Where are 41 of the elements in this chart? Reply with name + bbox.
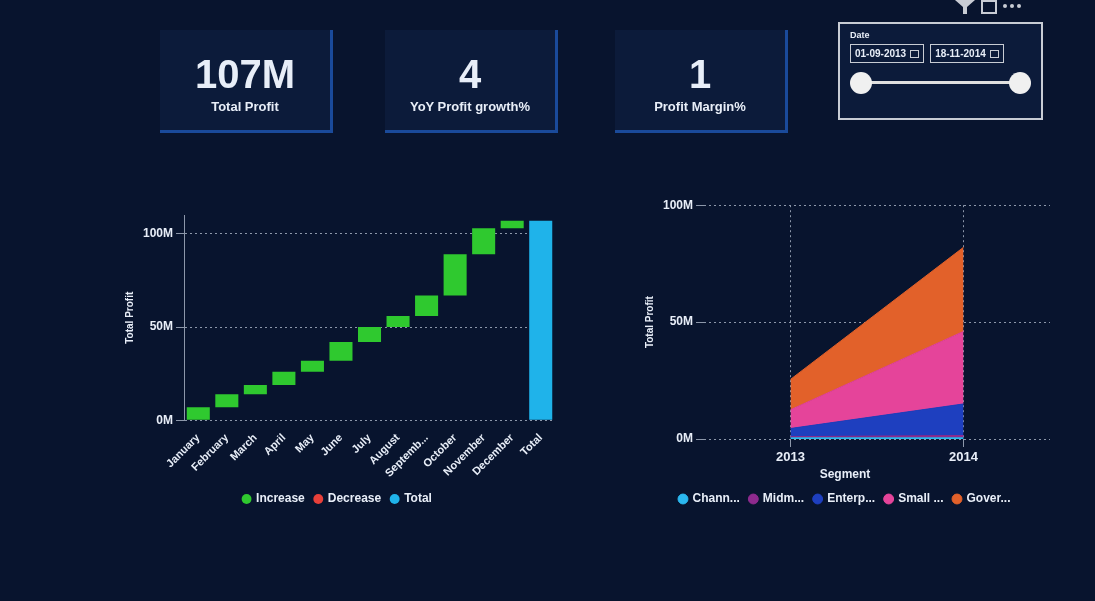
bar [386, 315, 410, 328]
text: Total Profit [210, 99, 280, 114]
legend-label: Total [404, 491, 432, 506]
bar [415, 295, 439, 316]
bar [186, 407, 210, 420]
legend-label: Midm... [762, 491, 805, 506]
text: 1 [687, 52, 713, 97]
bar [243, 384, 267, 395]
text: Date [850, 30, 871, 40]
bar [529, 220, 553, 420]
bar [357, 327, 382, 343]
bar [300, 360, 324, 372]
bar [215, 394, 239, 408]
legend-label: Gover... [966, 491, 1011, 506]
bar [443, 254, 467, 296]
legend-label: Chann... [692, 491, 740, 506]
text: 01-09-2013 [855, 48, 907, 59]
y-tick-label: 100M [142, 226, 174, 241]
text: 18-11-2014 [935, 48, 986, 59]
y-tick-label: 50M [669, 314, 694, 329]
legend-label: Enterp... [827, 491, 876, 506]
text: 4 [457, 52, 483, 97]
legend-label: Small ... [898, 491, 944, 506]
legend-label: Increase [256, 491, 306, 506]
x-tick-label: 2013 [776, 449, 805, 465]
bar [329, 342, 353, 361]
bar [472, 228, 496, 255]
text: YoY Profit growth% [408, 99, 532, 114]
y-tick-label: 0M [156, 412, 174, 427]
legend-label: Decrease [327, 491, 382, 506]
y-axis-title: Total Profit [643, 295, 655, 349]
legend-title: Segment [819, 466, 871, 481]
y-tick-label: 50M [149, 319, 174, 334]
bar [272, 371, 296, 385]
text: 107M [193, 52, 297, 97]
y-tick-label: 0M [676, 431, 694, 446]
y-tick-label: 100M [662, 197, 694, 212]
bar [500, 220, 524, 229]
text: Profit Margin% [653, 99, 747, 114]
y-axis-title: Total Profit [123, 291, 135, 344]
x-tick-label: 2014 [949, 449, 979, 465]
